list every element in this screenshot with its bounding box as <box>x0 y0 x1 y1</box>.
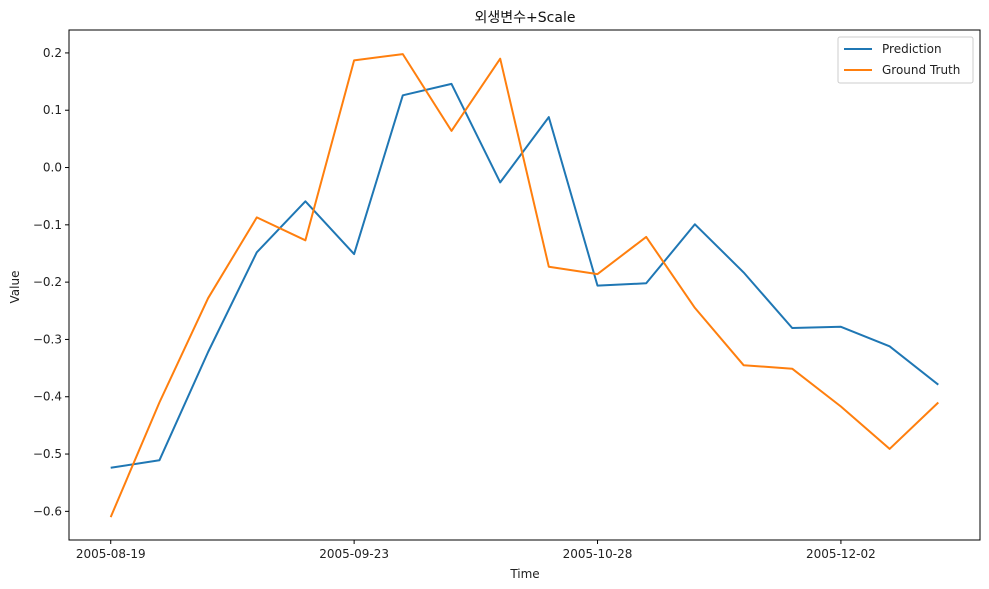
series-line-prediction <box>110 82 939 469</box>
x-tick-label: 2005-08-19 <box>76 547 146 561</box>
x-tick-label: 2005-12-02 <box>806 547 876 561</box>
y-tick-label: −0.4 <box>33 390 62 404</box>
plot-area-frame <box>68 29 981 541</box>
y-tick-label: −0.3 <box>33 332 62 346</box>
series-line-ground-truth <box>109 53 939 518</box>
y-tick-label: 0.2 <box>43 46 62 60</box>
legend-label: Prediction <box>882 42 942 56</box>
y-axis: 0.2 0.1 0.0 −0.1 −0.2 −0.3 −0.4 −0.5 −0.6 <box>33 46 69 518</box>
legend: Prediction Ground Truth <box>837 36 974 84</box>
x-tick-label: 2005-09-23 <box>319 547 389 561</box>
y-tick-label: 0.0 <box>43 161 62 175</box>
x-axis-label: Time <box>509 567 539 581</box>
y-axis-label: Value <box>8 271 22 304</box>
y-tick-label: −0.2 <box>33 275 62 289</box>
y-tick-label: 0.1 <box>43 103 62 117</box>
x-tick-label: 2005-10-28 <box>563 547 633 561</box>
y-tick-label: −0.6 <box>33 504 62 518</box>
chart-title: 외생변수+Scale <box>475 10 576 26</box>
plot-lines <box>109 53 939 518</box>
x-axis: 2005-08-19 2005-09-23 2005-10-28 2005-12-02 <box>76 540 876 561</box>
legend-label: Ground Truth <box>882 63 960 77</box>
y-tick-label: −0.5 <box>33 447 62 461</box>
y-tick-label: −0.1 <box>33 218 62 232</box>
